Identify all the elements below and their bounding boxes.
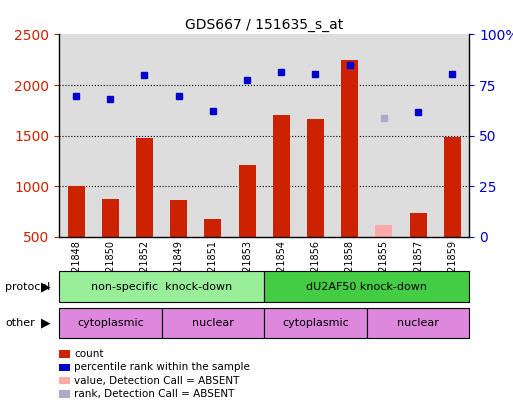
- Bar: [230, 34, 264, 237]
- Bar: [299, 34, 332, 237]
- Bar: [435, 34, 469, 237]
- Text: percentile rank within the sample: percentile rank within the sample: [74, 362, 250, 372]
- Bar: [307, 119, 324, 237]
- Bar: [204, 219, 222, 237]
- Bar: [332, 34, 367, 237]
- Bar: [367, 308, 469, 338]
- Text: protocol: protocol: [5, 281, 50, 292]
- Text: nuclear: nuclear: [397, 318, 439, 328]
- Text: non-specific  knock-down: non-specific knock-down: [91, 281, 232, 292]
- Bar: [59, 34, 93, 237]
- Text: dU2AF50 knock-down: dU2AF50 knock-down: [306, 281, 427, 292]
- Bar: [68, 186, 85, 237]
- Title: GDS667 / 151635_s_at: GDS667 / 151635_s_at: [185, 18, 343, 32]
- Bar: [264, 34, 299, 237]
- Bar: [239, 165, 255, 237]
- Bar: [444, 137, 461, 237]
- Bar: [59, 308, 162, 338]
- Bar: [93, 34, 127, 237]
- Bar: [367, 34, 401, 237]
- Bar: [162, 34, 196, 237]
- Text: nuclear: nuclear: [192, 318, 234, 328]
- Text: other: other: [5, 318, 35, 328]
- Bar: [136, 138, 153, 237]
- Bar: [401, 34, 435, 237]
- Text: rank, Detection Call = ABSENT: rank, Detection Call = ABSENT: [74, 389, 235, 399]
- Bar: [273, 115, 290, 237]
- Bar: [196, 34, 230, 237]
- Text: cytoplasmic: cytoplasmic: [77, 318, 144, 328]
- Text: count: count: [74, 349, 104, 359]
- Text: cytoplasmic: cytoplasmic: [282, 318, 349, 328]
- Bar: [102, 200, 119, 237]
- Bar: [170, 200, 187, 237]
- Bar: [264, 308, 367, 338]
- Text: value, Detection Call = ABSENT: value, Detection Call = ABSENT: [74, 376, 240, 386]
- Bar: [341, 60, 358, 237]
- Bar: [409, 213, 427, 237]
- Bar: [59, 271, 264, 302]
- Bar: [264, 271, 469, 302]
- Text: ▶: ▶: [42, 316, 51, 330]
- Bar: [376, 225, 392, 237]
- Bar: [127, 34, 162, 237]
- Text: ▶: ▶: [42, 280, 51, 293]
- Bar: [162, 308, 264, 338]
